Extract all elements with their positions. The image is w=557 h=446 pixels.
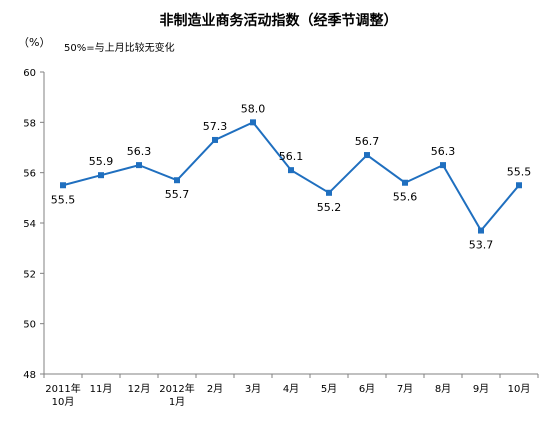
series-line (62, 121, 520, 233)
data-labels: 55.5 55.9 56.3 55.7 57.3 58.0 56.1 55.2 56.7 55.6… (51, 102, 532, 251)
x-tick-label: 7月 (397, 383, 413, 395)
x-tick-label: 5月 (321, 383, 337, 395)
data-point (516, 182, 522, 189)
chart-axes (43, 72, 538, 375)
data-point (212, 136, 218, 143)
data-label: 55.9 (89, 155, 114, 168)
data-points (60, 119, 522, 234)
data-label: 57.3 (203, 120, 228, 133)
y-tick-label: 50 (23, 320, 36, 331)
x-tick-label: 3月 (245, 383, 261, 395)
y-axis-ticks: 48 50 52 54 56 58 60 (23, 68, 44, 381)
y-tick-label: 60 (23, 68, 36, 79)
data-point (136, 162, 142, 169)
data-label: 53.7 (469, 239, 494, 252)
data-label: 56.7 (355, 135, 380, 148)
data-point (364, 152, 370, 159)
x-tick-label: 11月 (90, 383, 113, 395)
data-label: 55.7 (165, 188, 190, 201)
y-tick-label: 52 (23, 269, 36, 280)
data-label: 56.3 (127, 145, 152, 158)
data-point (288, 167, 294, 174)
x-tick-label: 10月 (508, 383, 531, 395)
y-tick-label: 48 (23, 370, 36, 381)
data-label: 55.5 (51, 193, 76, 206)
x-tick-label: 8月 (435, 383, 451, 395)
data-label: 55.2 (317, 201, 342, 214)
x-axis-ticks: 2011年 10月 11月 12月 2012年 1月 2月 3月 4月 5月 6月 7月 8月 9月 10月 (43, 374, 539, 408)
data-label: 55.5 (507, 165, 532, 178)
x-tick-label: 6月 (359, 383, 375, 395)
x-tick-label: 4月 (283, 383, 299, 395)
data-point (326, 189, 332, 196)
y-tick-label: 58 (23, 118, 36, 129)
data-point (402, 179, 408, 186)
data-point (60, 182, 66, 189)
y-unit-label: （%） (18, 36, 51, 49)
data-label: 55.6 (393, 191, 418, 204)
x-tick-label: 12月 (128, 383, 151, 395)
data-label: 58.0 (241, 102, 266, 115)
data-label: 56.3 (431, 145, 456, 158)
data-label: 56.1 (279, 150, 304, 163)
chart-title: 非制造业商务活动指数（经季节调整） (159, 13, 398, 29)
data-point (478, 227, 484, 234)
x-tick-label: 2月 (207, 383, 223, 395)
data-point (98, 172, 104, 179)
data-point (250, 119, 256, 126)
series-layer (62, 121, 520, 233)
x-tick-label: 9月 (473, 383, 489, 395)
x-tick-label: 2011年 10月 (45, 382, 80, 408)
data-point (174, 177, 180, 184)
data-point (440, 162, 446, 169)
y-tick-label: 54 (23, 219, 36, 230)
x-tick-label: 2012年 1月 (159, 382, 194, 408)
y-tick-label: 56 (23, 169, 36, 180)
chart-note: 50%=与上月比较无变化 (64, 43, 175, 54)
